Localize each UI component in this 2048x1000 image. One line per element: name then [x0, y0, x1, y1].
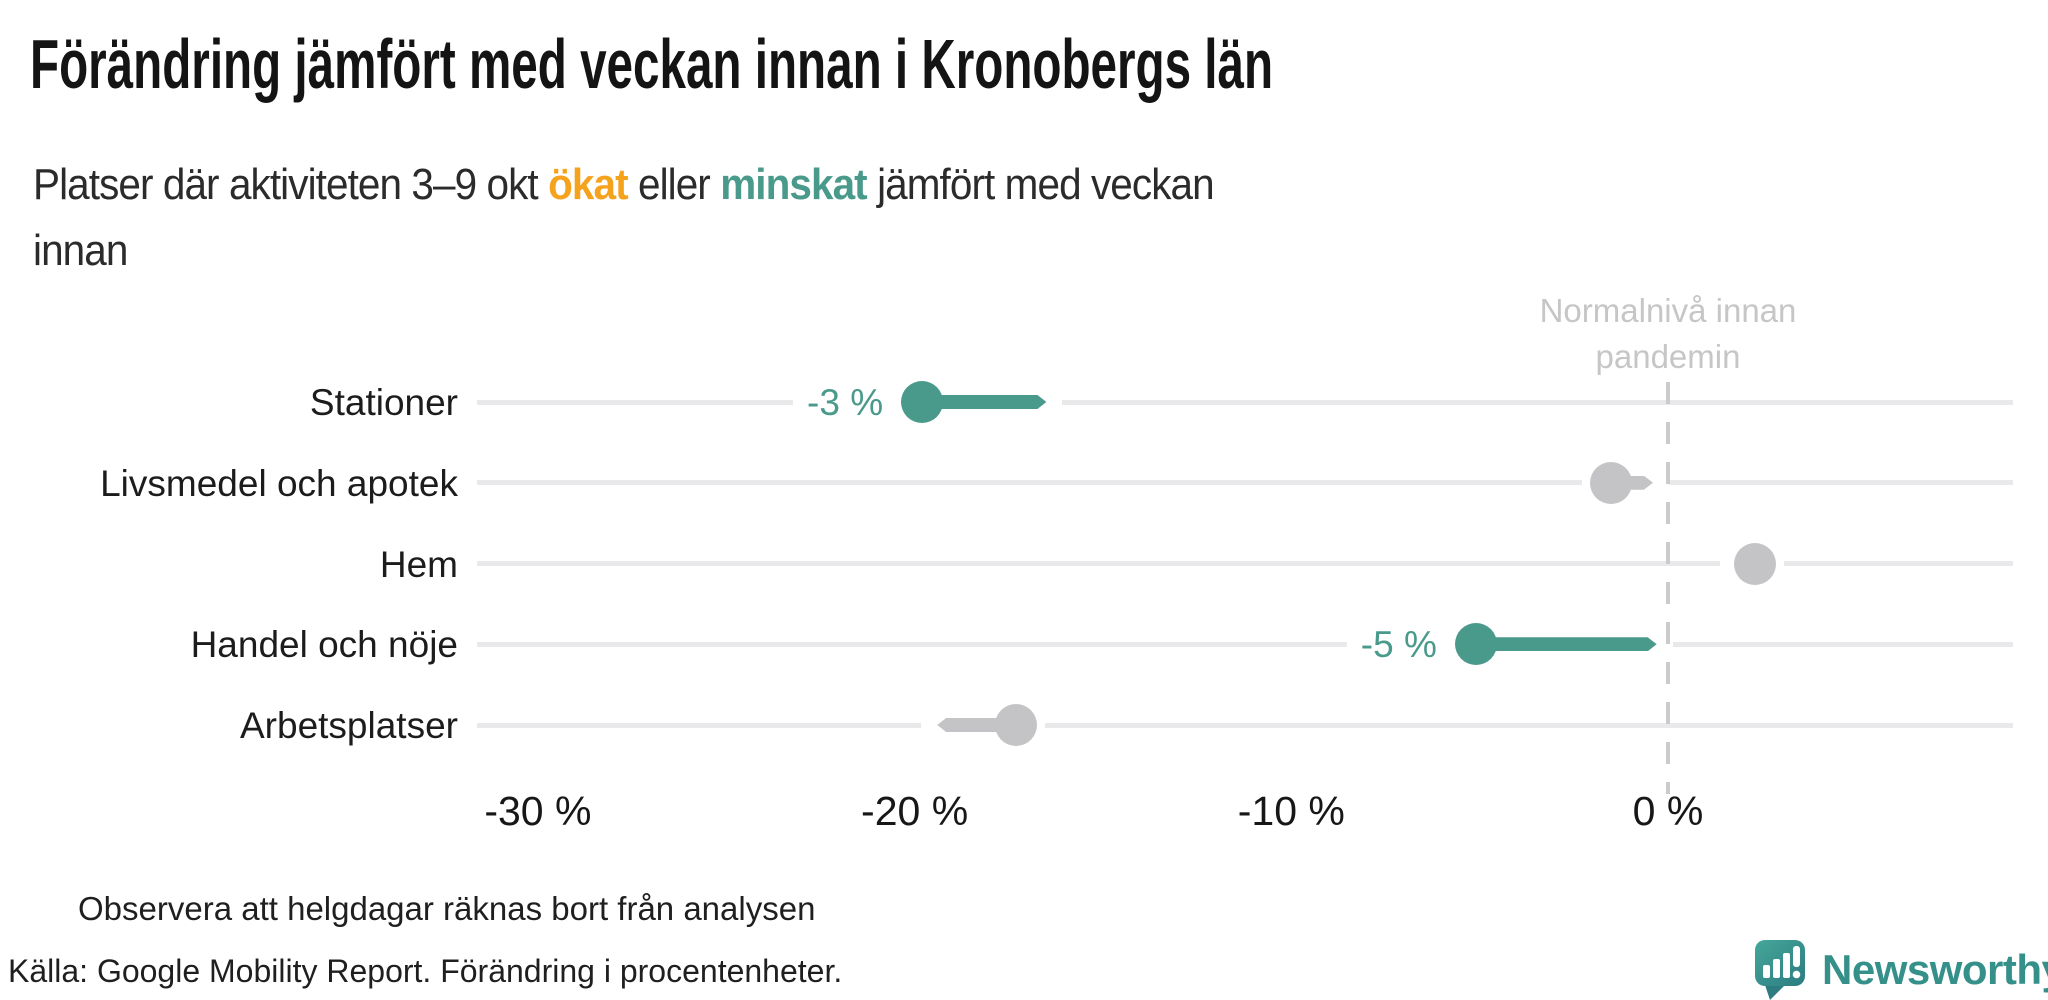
- subtitle-between: eller: [627, 160, 721, 209]
- newsworthy-logo: Newsworthy: [1752, 938, 2048, 1000]
- data-dot: [1454, 623, 1497, 666]
- row-gridline: [477, 722, 2013, 728]
- data-dot: [1590, 461, 1633, 504]
- data-dot: [901, 381, 944, 423]
- baseline-annotation: Normalnivå innan pandemin: [1540, 288, 1797, 380]
- chart-subtitle: Platser där aktiviteten 3–9 okt ökat ell…: [33, 152, 1312, 284]
- footnote: Observera att helgdagar räknas bort från…: [78, 890, 816, 927]
- newsworthy-logo-icon: [1755, 940, 1805, 1000]
- change-value-label: -3 %: [793, 380, 898, 426]
- page-title: Förändring jämfört med veckan innan i Kr…: [30, 25, 1274, 103]
- change-trail: [922, 395, 1046, 409]
- source-note: Källa: Google Mobility Report. Förändrin…: [8, 953, 843, 989]
- baseline-dashed-line: [1666, 382, 1670, 794]
- newsworthy-wordmark: Newsworthy: [1822, 946, 2048, 993]
- row-gridline: [477, 641, 2013, 647]
- axis-tick-label: -20 %: [861, 788, 969, 834]
- baseline-annotation-line1: Normalnivå innan: [1539, 292, 1797, 329]
- row-gridline: [477, 561, 2013, 566]
- axis-tick-label: 0 %: [1632, 788, 1704, 834]
- row-gridline: [477, 399, 2013, 405]
- subtitle-prefix: Platser där aktiviteten 3–9 okt: [33, 160, 549, 209]
- category-label: Arbetsplatser: [240, 705, 458, 746]
- baseline-annotation-line2: pandemin: [1595, 338, 1741, 375]
- row-gridline: [477, 480, 2013, 486]
- data-dot: [995, 704, 1038, 746]
- subtitle-increase-word: ökat: [548, 160, 628, 209]
- data-dot: [1733, 542, 1776, 585]
- category-label: Handel och nöje: [190, 624, 458, 666]
- category-label: Stationer: [309, 382, 458, 423]
- subtitle-suffix: jämfört med veckan innan: [33, 160, 1215, 275]
- category-label: Livsmedel och apotek: [100, 462, 458, 504]
- axis-tick-label: -10 %: [1237, 788, 1345, 834]
- subtitle-decrease-word: minskat: [720, 160, 867, 209]
- change-value-label: -5 %: [1346, 622, 1451, 669]
- axis-tick-label: -30 %: [484, 788, 592, 834]
- change-trail: [1476, 637, 1657, 651]
- category-label: Hem: [379, 543, 458, 585]
